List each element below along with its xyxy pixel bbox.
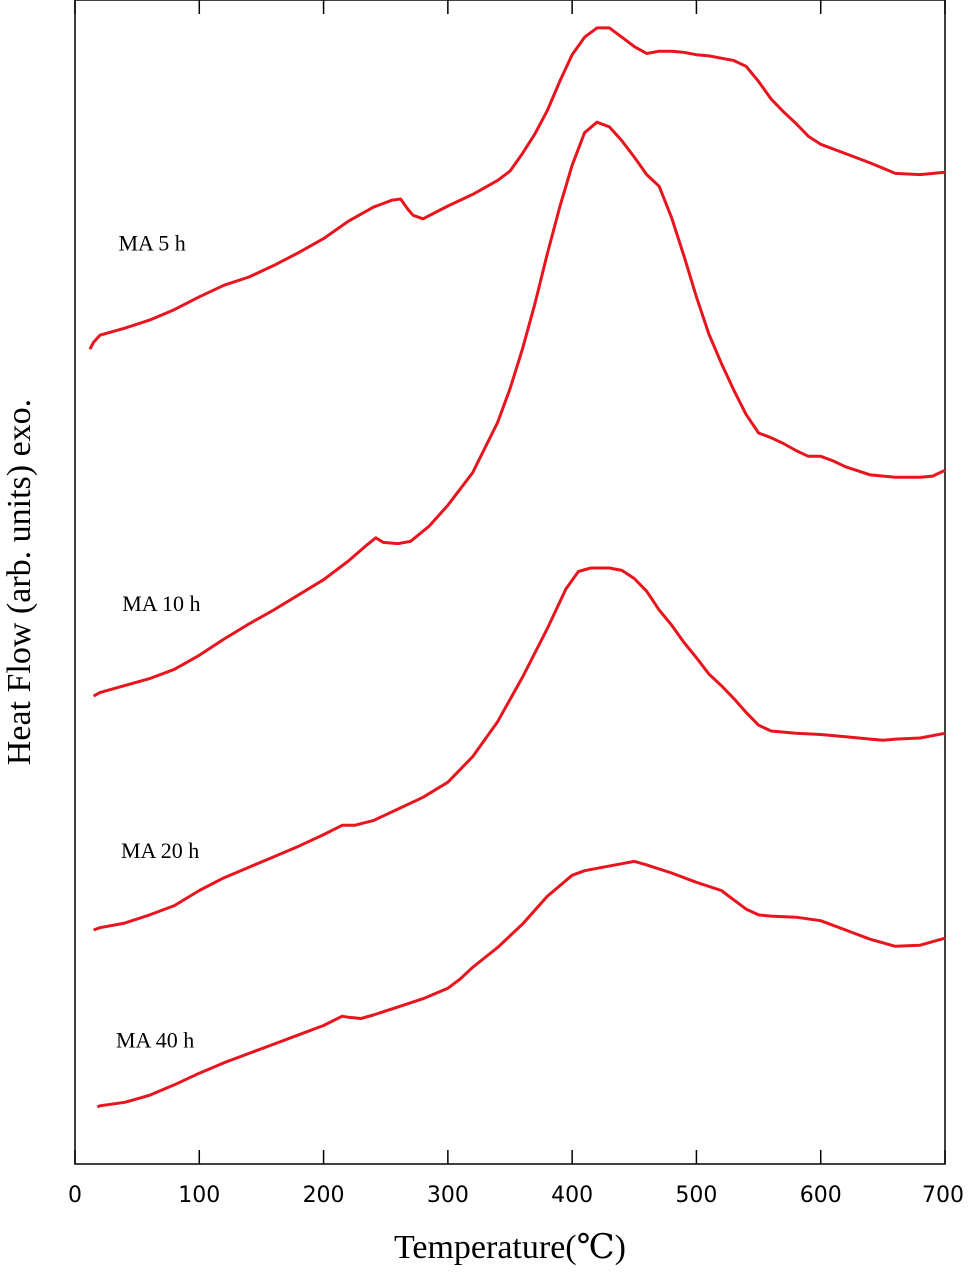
x-tick-label: 100 bbox=[178, 1183, 220, 1208]
series-line-ma-40-h bbox=[96, 859, 946, 1109]
x-tick-label: 0 bbox=[68, 1183, 82, 1208]
series-line-ma-10-h bbox=[92, 120, 946, 698]
series-label-ma-40-h: MA 40 h bbox=[116, 1028, 194, 1053]
plot-frame bbox=[74, 0, 946, 1165]
x-tick-label: 500 bbox=[675, 1183, 717, 1208]
x-tick-label: 300 bbox=[427, 1183, 469, 1208]
tick-marks: 0 100 200 300 400 500 600 700 bbox=[68, 0, 964, 1208]
series-label-ma-20-h: MA 20 h bbox=[121, 838, 199, 863]
series-label-ma-5-h: MA 5 h bbox=[119, 230, 186, 255]
x-tick-label: 600 bbox=[800, 1183, 842, 1208]
series-line-ma-5-h bbox=[88, 26, 946, 350]
series-label-ma-10-h: MA 10 h bbox=[122, 591, 200, 616]
x-tick-label: 200 bbox=[303, 1183, 345, 1208]
x-axis-title: Temperature(℃) bbox=[394, 1229, 626, 1266]
series-line-ma-20-h bbox=[93, 566, 946, 932]
y-axis-title: Heat Flow (arb. units) exo. bbox=[1, 399, 38, 765]
series-labels: MA 5 h MA 10 h MA 20 h MA 40 h bbox=[116, 230, 200, 1052]
x-tick-label: 700 bbox=[922, 1183, 964, 1208]
x-tick-label: 400 bbox=[551, 1183, 593, 1208]
series-lines bbox=[88, 26, 946, 1109]
